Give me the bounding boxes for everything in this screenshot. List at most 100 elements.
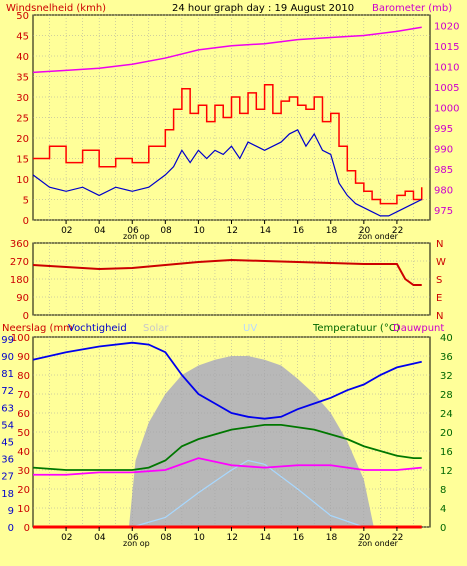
sunset-label: zon onder xyxy=(358,232,399,241)
temperature-y-tick-label: 28 xyxy=(440,390,453,401)
temperature-axis-title: Temperatuur (°C) xyxy=(312,323,400,334)
humidity-y-tick-label: 90 xyxy=(1,352,14,363)
rain-y-tick-label: 80 xyxy=(17,371,30,382)
compass-label: N xyxy=(436,239,443,250)
barometer-line xyxy=(32,26,422,74)
temperature-line xyxy=(32,423,422,471)
humidity-axis-title: Vochtigheid xyxy=(68,323,127,334)
humidity-y-tick-label: 9 xyxy=(8,506,14,517)
temperature-y-ticks: 0 4 8 12 16 20 24 28 32 36 40 xyxy=(440,333,453,534)
rain-y-tick-label: 70 xyxy=(17,390,30,401)
direction-y-tick-label: 270 xyxy=(10,257,29,268)
compass-label: E xyxy=(436,293,442,304)
barometer-y-tick-label: 975 xyxy=(434,206,453,217)
barometer-y-tick-label: 985 xyxy=(434,165,453,176)
x-tick-label: 06 xyxy=(127,533,139,543)
compass-label: W xyxy=(436,257,446,268)
wind-speed-line xyxy=(33,83,423,205)
temperature-y-tick-label: 8 xyxy=(440,485,446,496)
x-tick-label: 14 xyxy=(260,533,272,543)
temperature-y-tick-label: 16 xyxy=(440,447,453,458)
dewpoint-axis-title: Dauwpunt xyxy=(393,323,444,334)
x-tick-label: 12 xyxy=(227,533,238,543)
direction-y-tick-label: 90 xyxy=(16,293,29,304)
x-tick-label: 12 xyxy=(227,226,238,236)
rain-y-tick-label: 20 xyxy=(17,485,30,496)
direction-series xyxy=(32,258,422,286)
wind-y-tick-label: 35 xyxy=(16,73,29,84)
barometer-y-tick-label: 1005 xyxy=(434,83,459,94)
wind-series xyxy=(32,26,423,217)
rain-axis-title: Neerslag (mm xyxy=(2,323,73,334)
temperature-y-tick-label: 20 xyxy=(440,428,453,439)
direction-grid xyxy=(33,242,430,316)
barometer-y-tick-label: 980 xyxy=(434,185,453,196)
solar-area xyxy=(128,356,374,527)
humidity-y-ticks: 0 9 18 27 36 45 54 63 72 81 90 99 xyxy=(1,335,14,534)
x-tick-label: 22 xyxy=(392,226,403,236)
wind-y-ticks: 0 5 10 15 20 25 30 35 40 45 50 xyxy=(16,11,29,227)
barometer-y-tick-label: 1010 xyxy=(434,62,459,73)
x-tick-label: 20 xyxy=(359,226,371,236)
temperature-y-tick-label: 0 xyxy=(440,523,446,534)
humidity-y-tick-label: 81 xyxy=(1,369,14,380)
wind-axis-title: Windsnelheid (kmh) xyxy=(6,3,106,14)
humidity-y-tick-label: 45 xyxy=(1,438,14,449)
uv-line xyxy=(132,459,365,528)
x-tick-label: 18 xyxy=(326,533,338,543)
wind-y-tick-label: 20 xyxy=(16,134,29,145)
wind-y-tick-label: 5 xyxy=(23,196,29,207)
x-tick-label: 10 xyxy=(193,533,205,543)
temperature-y-tick-label: 36 xyxy=(440,352,453,363)
humidity-line xyxy=(32,341,422,420)
x-tick-label: 14 xyxy=(260,226,272,236)
barometer-axis-title: Barometer (mb) xyxy=(372,3,452,14)
humidity-y-tick-label: 36 xyxy=(1,455,14,466)
chart-title: 24 hour graph day : 19 August 2010 xyxy=(172,3,354,14)
x-tick-label: 02 xyxy=(61,533,72,543)
wind-direction-line xyxy=(32,258,422,286)
barometer-y-tick-label: 1015 xyxy=(434,42,459,53)
wind-x-ticks: 02 04 06 08 10 12 14 16 18 20 22 xyxy=(61,220,403,236)
direction-y-tick-label: 180 xyxy=(10,275,29,286)
barometer-y-tick-label: 990 xyxy=(434,144,453,155)
barometer-y-tick-label: 1000 xyxy=(434,103,459,114)
wind-average-line xyxy=(32,128,422,217)
wind-y-tick-label: 40 xyxy=(16,52,29,63)
solar-series xyxy=(128,356,374,527)
humidity-y-tick-label: 0 xyxy=(8,523,14,534)
uv-label: UV xyxy=(243,323,257,334)
x-tick-label: 08 xyxy=(160,226,172,236)
direction-y-ticks: 0 90 180 270 360 xyxy=(10,239,29,322)
barometer-y-tick-label: 1020 xyxy=(434,21,459,32)
x-tick-label: 08 xyxy=(160,533,172,543)
humidity-x-ticks: 02 04 06 08 10 12 14 16 18 20 22 xyxy=(61,527,403,543)
x-tick-label: 06 xyxy=(127,226,139,236)
humidity-y-tick-label: 99 xyxy=(1,335,14,346)
humidity-y-tick-label: 54 xyxy=(1,420,14,431)
wind-y-tick-label: 0 xyxy=(23,216,29,227)
rain-y-tick-label: 90 xyxy=(17,352,30,363)
x-tick-label: 04 xyxy=(94,226,106,236)
x-tick-label: 18 xyxy=(326,226,338,236)
temperature-y-tick-label: 12 xyxy=(440,466,453,477)
barometer-y-ticks: 975 980 985 990 995 1000 1005 1010 1015 1020 xyxy=(434,21,459,217)
x-tick-label: 10 xyxy=(193,226,205,236)
wind-y-tick-label: 15 xyxy=(16,155,29,166)
rain-y-tick-label: 10 xyxy=(17,504,30,515)
wind-y-tick-label: 30 xyxy=(16,93,29,104)
x-tick-label: 16 xyxy=(293,533,305,543)
x-tick-label: 02 xyxy=(61,226,72,236)
wind-y-tick-label: 10 xyxy=(16,175,29,186)
rain-y-tick-label: 60 xyxy=(17,409,30,420)
direction-y-tick-label: 360 xyxy=(10,239,29,250)
rain-y-tick-label: 100 xyxy=(11,333,30,344)
humidity-temperature-series xyxy=(32,341,422,529)
temperature-y-tick-label: 4 xyxy=(440,504,446,515)
temperature-y-tick-label: 32 xyxy=(440,371,453,382)
solar-label: Solar xyxy=(143,323,169,334)
